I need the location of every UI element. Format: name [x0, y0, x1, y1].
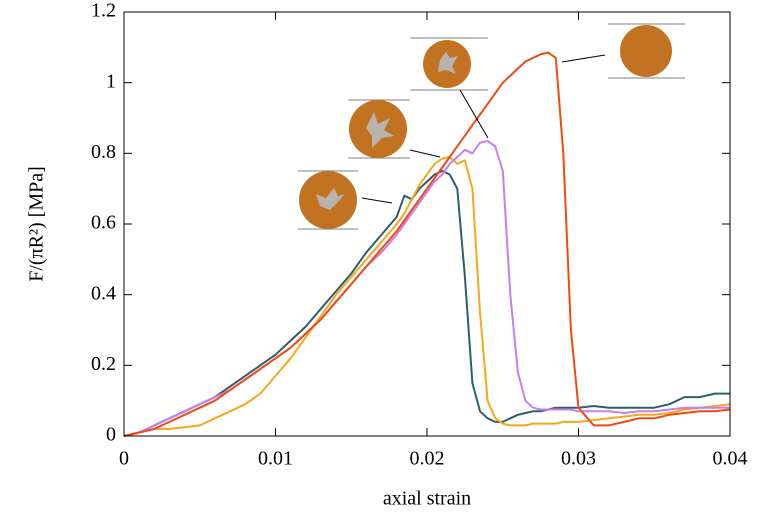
connector	[561, 54, 606, 63]
connector	[459, 89, 489, 139]
connector	[361, 197, 393, 204]
data-line	[123, 170, 730, 437]
crack	[366, 112, 394, 148]
data-line	[123, 155, 731, 437]
x-tick-label: 0.03	[561, 448, 596, 470]
data-line	[123, 51, 731, 437]
x-tick-label: 0	[119, 448, 129, 470]
x-tick-label: 0.01	[258, 448, 293, 470]
x-tick-label: 0.02	[410, 448, 445, 470]
connector	[409, 149, 441, 158]
y-tick-label: 0	[106, 424, 116, 446]
y-tick-label: 0.4	[91, 282, 116, 304]
data-line	[123, 140, 730, 437]
y-tick-label: 1.2	[91, 0, 116, 22]
x-tick-label: 0.04	[713, 448, 748, 470]
insets	[298, 23, 685, 230]
y-tick-label: 0.6	[91, 212, 116, 234]
x-axis-title: axial strain	[383, 488, 471, 510]
sample-image	[620, 25, 672, 77]
plot-area	[123, 51, 731, 437]
y-tick-label: 1	[106, 70, 116, 92]
y-tick-label: 0.8	[91, 141, 116, 163]
crack	[438, 52, 458, 74]
crack	[316, 188, 345, 210]
y-tick-label: 0.2	[91, 353, 116, 375]
y-axis-title: F/(πR²) [MPa]	[26, 166, 48, 282]
